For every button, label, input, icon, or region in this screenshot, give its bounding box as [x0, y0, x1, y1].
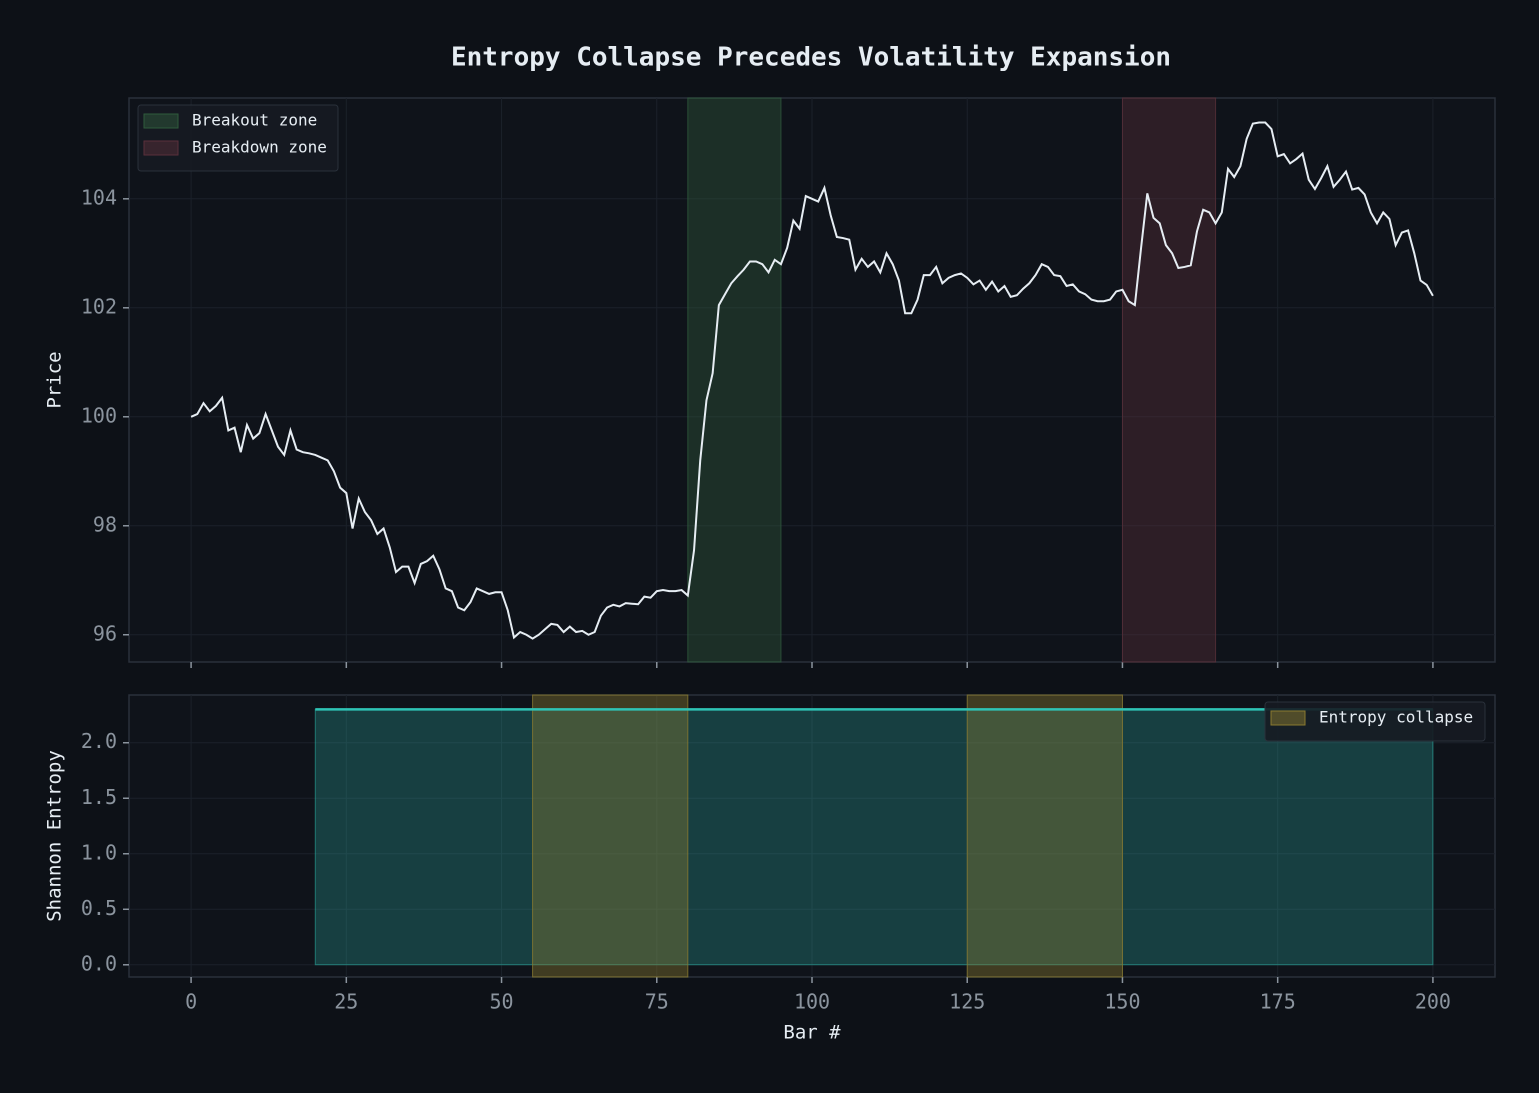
legend-swatch — [143, 140, 179, 156]
legend-label: Breakdown zone — [192, 138, 327, 157]
y-tick-label: 2.0 — [81, 729, 117, 753]
x-tick-label: 50 — [489, 990, 513, 1014]
x-tick-label: 150 — [1104, 990, 1140, 1014]
y-tick-label: 1.0 — [81, 840, 117, 864]
legend-swatch — [1270, 710, 1306, 726]
y-axis-label: Price — [44, 351, 66, 408]
y-tick-label: 0.0 — [81, 951, 117, 975]
y-tick-label: 102 — [81, 294, 117, 318]
span — [966, 694, 1123, 978]
legend-label: Entropy collapse — [1319, 708, 1473, 727]
x-tick-label: 175 — [1260, 990, 1296, 1014]
legend-label: Breakout zone — [192, 111, 317, 130]
y-tick-label: 96 — [93, 621, 117, 645]
span — [687, 97, 782, 663]
chart-title: Entropy Collapse Precedes Volatility Exp… — [451, 43, 1171, 73]
y-axis-label: Shannon Entropy — [44, 750, 66, 922]
y-tick-label: 104 — [81, 185, 117, 209]
span — [1121, 97, 1217, 663]
legend-box — [137, 104, 339, 172]
price-line — [190, 121, 1434, 640]
x-tick-label: 25 — [334, 990, 358, 1014]
y-tick-label: 0.5 — [81, 896, 117, 920]
x-tick-label: 75 — [645, 990, 669, 1014]
legend-box — [1264, 701, 1486, 742]
x-tick-label: 200 — [1415, 990, 1451, 1014]
area-fill — [314, 708, 1434, 966]
legend-swatch — [143, 113, 179, 129]
y-tick-label: 98 — [93, 512, 117, 536]
y-tick-label: 1.5 — [81, 785, 117, 809]
x-tick-label: 0 — [185, 990, 197, 1014]
span — [532, 694, 689, 978]
x-tick-label: 100 — [794, 990, 830, 1014]
y-tick-label: 100 — [81, 403, 117, 427]
x-tick-label: 125 — [949, 990, 985, 1014]
x-axis-label: Bar # — [783, 1022, 841, 1044]
